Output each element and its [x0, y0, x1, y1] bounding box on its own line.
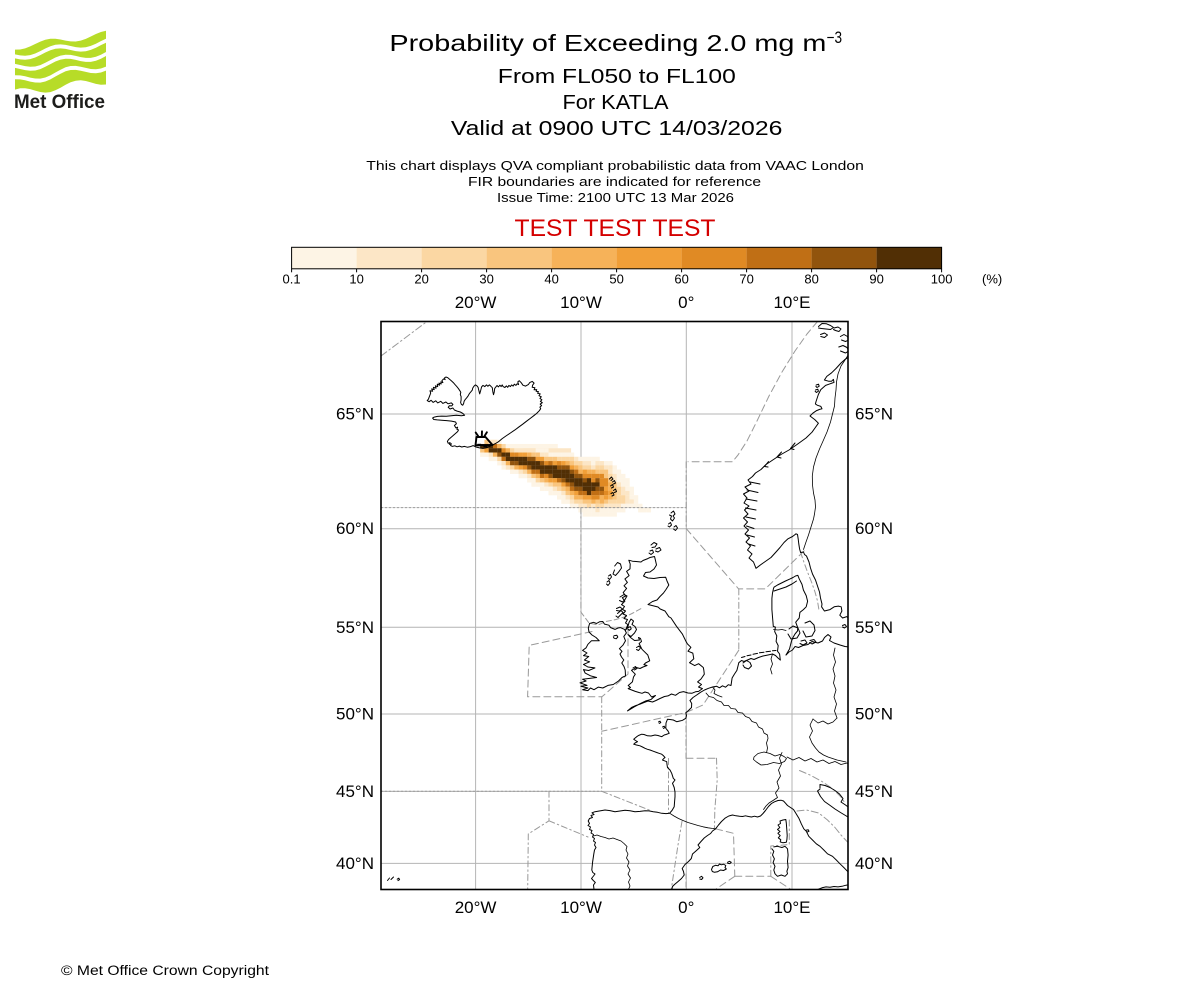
svg-text:0°: 0°: [678, 293, 694, 312]
svg-text:50°N: 50°N: [336, 705, 374, 724]
svg-text:FIR boundaries are indicated f: FIR boundaries are indicated for referen…: [468, 174, 761, 189]
svg-text:60°N: 60°N: [336, 519, 374, 538]
svg-text:−3: −3: [827, 29, 843, 47]
svg-text:65°N: 65°N: [336, 405, 374, 424]
svg-text:45°N: 45°N: [336, 782, 374, 801]
svg-text:Met Office: Met Office: [14, 91, 105, 113]
svg-text:55°N: 55°N: [336, 618, 374, 637]
svg-text:70: 70: [739, 271, 753, 286]
svg-text:Probability of Exceeding 2.0 m: Probability of Exceeding 2.0 mg m: [389, 30, 826, 56]
svg-text:0.1: 0.1: [283, 271, 301, 286]
svg-text:100: 100: [931, 271, 953, 286]
svg-text:Issue Time: 2100 UTC 13 Mar 20: Issue Time: 2100 UTC 13 Mar 2026: [497, 190, 734, 205]
svg-text:90: 90: [869, 271, 883, 286]
svg-text:TEST TEST TEST: TEST TEST TEST: [515, 215, 716, 242]
svg-text:10: 10: [349, 271, 363, 286]
svg-text:30: 30: [479, 271, 493, 286]
svg-text:From FL050 to FL100: From FL050 to FL100: [498, 65, 736, 88]
svg-text:45°N: 45°N: [855, 782, 893, 801]
svg-text:80: 80: [804, 271, 818, 286]
svg-text:60: 60: [674, 271, 688, 286]
svg-text:40: 40: [544, 271, 558, 286]
svg-text:Valid at 0900 UTC 14/03/2026: Valid at 0900 UTC 14/03/2026: [451, 117, 783, 140]
svg-text:55°N: 55°N: [855, 618, 893, 637]
svg-text:40°N: 40°N: [855, 854, 893, 873]
svg-text:20: 20: [414, 271, 428, 286]
svg-text:20°W: 20°W: [455, 898, 497, 917]
svg-text:10°W: 10°W: [560, 293, 602, 312]
svg-text:For KATLA: For KATLA: [563, 91, 669, 114]
svg-text:(%): (%): [982, 271, 1002, 286]
svg-text:60°N: 60°N: [855, 519, 893, 538]
svg-text:This chart displays QVA compli: This chart displays QVA compliant probab…: [366, 158, 864, 173]
svg-text:10°E: 10°E: [773, 293, 810, 312]
svg-text:65°N: 65°N: [855, 405, 893, 424]
svg-text:40°N: 40°N: [336, 854, 374, 873]
svg-text:10°W: 10°W: [560, 898, 602, 917]
svg-text:10°E: 10°E: [773, 898, 810, 917]
svg-text:0°: 0°: [678, 898, 694, 917]
svg-text:20°W: 20°W: [455, 293, 497, 312]
svg-text:50: 50: [609, 271, 623, 286]
svg-text:© Met Office Crown Copyright: © Met Office Crown Copyright: [61, 963, 269, 978]
svg-text:50°N: 50°N: [855, 705, 893, 724]
